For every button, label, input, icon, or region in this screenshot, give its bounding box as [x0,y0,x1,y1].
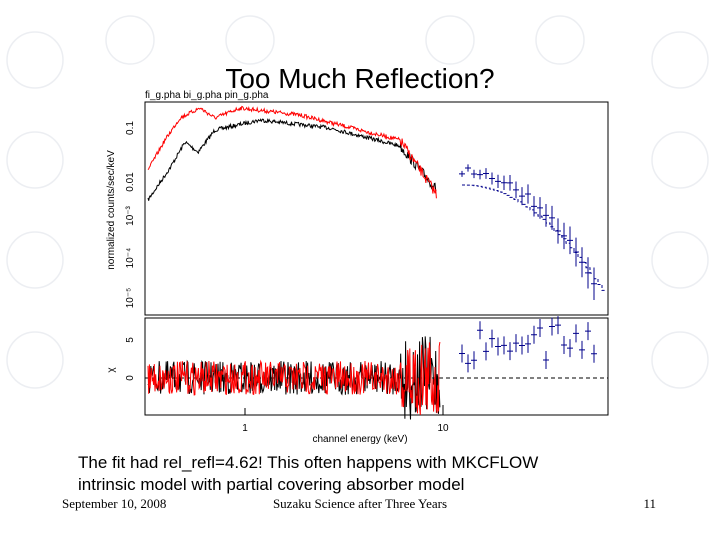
pin-point [537,197,543,219]
slide-title: Too Much Reflection? [225,63,494,94]
pin-point [507,175,513,191]
pin-point [489,172,495,185]
pin-point [477,169,483,180]
pin-residual [477,321,483,340]
pin-point [531,196,537,217]
pin-residual [501,336,507,355]
x-tick-label: 1 [242,423,248,434]
pin-residual [465,354,471,373]
pin-residual [555,316,561,335]
bi-spectrum [147,105,437,199]
y-tick-label: 0.1 [125,121,136,135]
footer-page: 11 [643,496,656,511]
y-label-bottom: χ [106,367,117,373]
pin-residual [579,340,585,359]
pin-point [483,168,489,179]
body-line: intrinsic model with partial covering ab… [78,475,464,494]
pin-residual [531,325,537,344]
y-tick-label: 0 [125,375,136,381]
x-tick-label: 10 [437,423,449,434]
body-line: The fit had rel_refl=4.62! This often ha… [78,453,538,472]
pin-point [513,181,519,199]
x-label: channel energy (keV) [312,434,407,445]
pin-residual [543,351,549,370]
pin-residual [525,334,531,353]
curves [147,105,606,420]
y-tick-label: 10⁻³ [125,205,136,225]
pin-residual [561,335,567,354]
watermark [6,15,709,389]
pin-residual [585,322,591,341]
pin-residual [537,318,543,337]
pin-point [459,170,465,177]
footer-date: September 10, 2008 [62,496,166,511]
pin-residual [591,344,597,363]
pin-residual [549,317,555,336]
pin-point [501,175,507,190]
pin-residual [483,342,489,361]
pin-residual [573,324,579,343]
top-panel-frame [144,101,609,316]
pin-point [567,226,573,255]
pin-residual [507,342,513,361]
pin-residual [513,334,519,353]
pin-model [462,184,606,291]
fi-spectrum [147,118,437,201]
pin-residual [495,337,501,356]
y-tick-label: 0.01 [125,172,136,192]
spectrum-plot: fi_g.pha bi_g.pha pin_g.pha normalized c… [105,90,617,445]
pin-residual [471,351,477,370]
pin-residual [459,344,465,363]
y-tick-label: 10⁻⁴ [125,248,136,269]
y-tick-label: 10⁻⁵ [125,288,136,309]
pin-residual [489,329,495,348]
pin-point [525,184,531,204]
pin-point [495,174,501,188]
bottom-panel-frame [144,317,609,416]
bi-residuals [147,342,441,416]
pin-residual [519,336,525,355]
pin-residual [567,339,573,358]
pin-point [471,169,477,179]
pin-point [549,205,555,230]
pin-point [465,164,471,172]
plot-header: fi_g.pha bi_g.pha pin_g.pha [145,90,269,101]
y-label-top: normalized counts/sec/keV [106,150,117,270]
footer-center: Suzaku Science after Three Years [273,496,447,511]
y-tick-label: 5 [125,337,136,343]
